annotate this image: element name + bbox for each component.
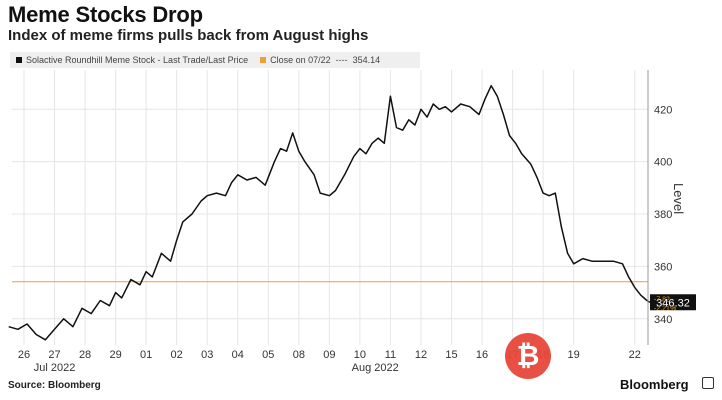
- x-tick-label-26: 26: [18, 349, 30, 361]
- y-tick-label-380: 380: [654, 209, 672, 221]
- y-tick-label-400: 400: [654, 157, 672, 169]
- axes: 340 360 380 400 420 26 27 28 29 01 02 03 04 05 08 09 10 1…: [18, 70, 672, 374]
- y-tick-label-340: 340: [654, 314, 672, 326]
- last-value-badge: [650, 294, 696, 311]
- expand-icon[interactable]: [702, 377, 714, 389]
- last-value-layer: 346.32-7.82 -2.21%: [650, 294, 696, 312]
- brand-logo: Bloomberg: [620, 377, 689, 392]
- last-value-text: 346.32: [656, 297, 690, 309]
- x-tick-label-11: 11: [385, 349, 396, 361]
- x-tick-label-08: 08: [293, 349, 305, 361]
- x-tick-label-15: 15: [445, 349, 457, 361]
- month-label: Jul 2022: [34, 362, 76, 374]
- change-abs-label: -7.82: [654, 296, 670, 303]
- legend-reference-swatch: [260, 57, 267, 63]
- month-label: Aug 2022: [352, 362, 399, 374]
- chart-title: Meme Stocks Drop: [8, 2, 203, 27]
- x-tick-label-04: 04: [232, 349, 244, 361]
- legend-reference-label: Close on 07/22: [270, 55, 331, 65]
- legend-reference-value: 354.14: [352, 55, 381, 65]
- series-line-0: [8, 84, 651, 341]
- x-tick-label-12: 12: [415, 349, 427, 361]
- x-tick-label-19: 19: [568, 349, 580, 361]
- y-tick-label-360: 360: [654, 261, 672, 273]
- x-tick-label-16: 16: [476, 349, 488, 361]
- change-pct-label: -2.21%: [654, 305, 676, 312]
- chart-subtitle: Index of meme firms pulls back from Augu…: [8, 27, 369, 44]
- legend-series-label: Solactive Roundhill Meme Stock - Last Tr…: [26, 55, 249, 65]
- legend-dashes: ----: [335, 55, 348, 65]
- x-tick-label-27: 27: [48, 349, 60, 361]
- source-note: Source: Bloomberg: [8, 380, 101, 391]
- x-tick-label-03: 03: [201, 349, 213, 361]
- legend-bar: Solactive Roundhill Meme Stock - Last Tr…: [10, 52, 420, 68]
- x-tick-label-05: 05: [262, 349, 274, 361]
- x-tick-label-10: 10: [354, 349, 366, 361]
- x-tick-label-02: 02: [171, 349, 183, 361]
- bitcoin-watermark-icon: ₿: [505, 333, 551, 379]
- legend-series-swatch: [16, 57, 22, 63]
- gridlines: [12, 70, 648, 345]
- x-tick-label-09: 09: [323, 349, 335, 361]
- y-axis-label: Level: [671, 183, 686, 215]
- x-tick-label-01: 01: [140, 349, 152, 361]
- series-layer: [8, 84, 651, 341]
- x-tick-label-28: 28: [79, 349, 91, 361]
- x-tick-label-22: 22: [629, 349, 641, 361]
- x-tick-label-29: 29: [109, 349, 121, 361]
- y-tick-label-420: 420: [654, 104, 672, 116]
